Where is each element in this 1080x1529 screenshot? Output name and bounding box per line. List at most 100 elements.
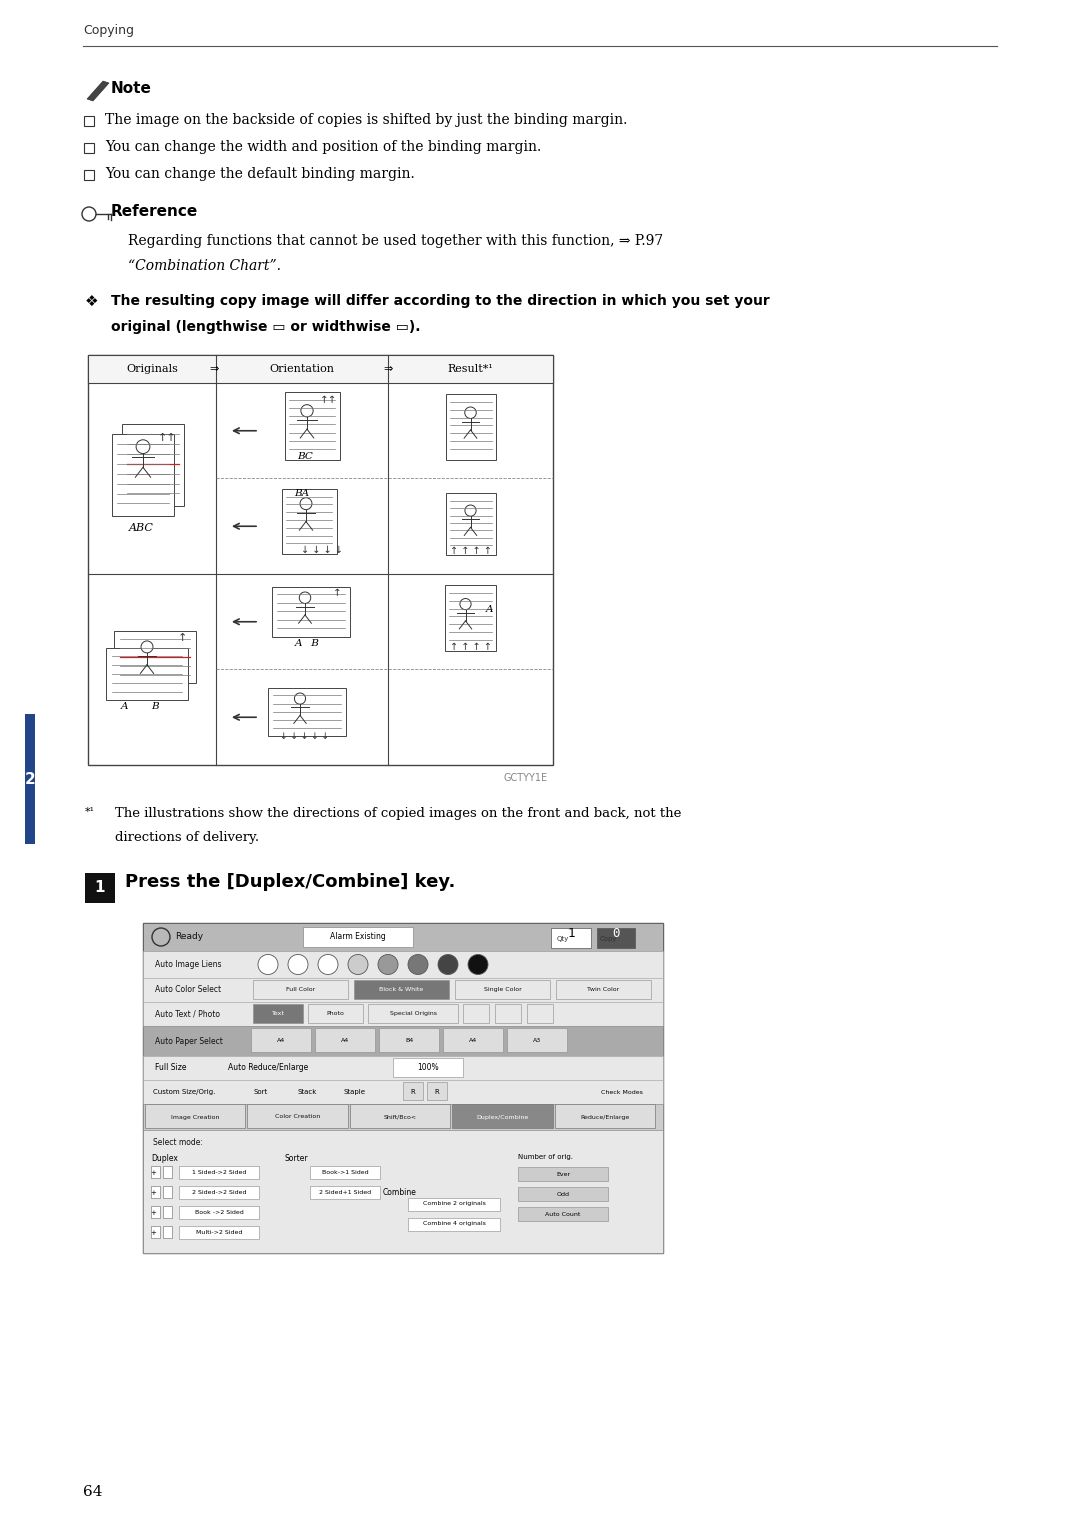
Text: Ready: Ready [175, 933, 203, 942]
Text: BC: BC [297, 451, 313, 460]
Bar [446, 394, 496, 460]
Bar [403, 1083, 423, 1099]
Text: Auto Count: Auto Count [545, 1211, 581, 1217]
Text: Photo: Photo [326, 1012, 345, 1017]
Text: +: + [150, 1170, 156, 1176]
Text: Single Color: Single Color [484, 988, 522, 992]
Text: Select mode:: Select mode: [153, 1138, 203, 1147]
Bar [445, 584, 497, 651]
Text: The resulting copy image will differ according to the direction in which you set: The resulting copy image will differ acc… [111, 294, 770, 307]
Text: 1: 1 [567, 928, 575, 940]
Circle shape [464, 505, 476, 517]
Text: ↓ ↓ ↓ ↓: ↓ ↓ ↓ ↓ [301, 546, 343, 555]
Text: BA: BA [295, 489, 310, 498]
Text: Regarding functions that cannot be used together with this function, ⇒ P.97: Regarding functions that cannot be used … [129, 234, 663, 248]
Bar [143, 979, 663, 1001]
Text: directions of delivery.: directions of delivery. [114, 830, 259, 844]
Text: ↑ ↑ ↑ ↑: ↑ ↑ ↑ ↑ [449, 642, 491, 651]
Text: GCTYY1E: GCTYY1E [504, 774, 548, 783]
Text: 0: 0 [612, 928, 620, 940]
Bar [310, 1187, 380, 1199]
Text: R: R [434, 1089, 440, 1095]
Circle shape [301, 405, 313, 417]
Text: Note: Note [111, 81, 152, 96]
Text: Auto Paper Select: Auto Paper Select [156, 1037, 222, 1046]
Bar [143, 1104, 663, 1130]
Bar [443, 1027, 503, 1052]
Bar [507, 1027, 567, 1052]
Text: “Combination Chart”.: “Combination Chart”. [129, 258, 281, 274]
Text: Auto Text / Photo: Auto Text / Photo [156, 1009, 220, 1018]
Circle shape [348, 954, 368, 974]
Text: Auto Reduce/Enlarge: Auto Reduce/Enlarge [228, 1064, 308, 1072]
Bar [151, 1187, 160, 1199]
Text: Sort: Sort [253, 1089, 267, 1095]
Text: B: B [151, 702, 159, 711]
Bar [112, 434, 174, 517]
Text: Orientation: Orientation [270, 364, 335, 375]
Bar [25, 714, 35, 844]
Text: Book->1 Sided: Book->1 Sided [322, 1170, 368, 1174]
Bar [272, 587, 350, 636]
Bar [393, 1058, 463, 1076]
Text: Text: Text [271, 1012, 284, 1017]
Text: Book ->2 Sided: Book ->2 Sided [194, 1209, 243, 1214]
Bar [427, 1083, 447, 1099]
Text: Image Creation: Image Creation [171, 1115, 219, 1119]
Text: Special Origins: Special Origins [390, 1012, 436, 1017]
Text: A: A [486, 605, 494, 613]
Bar [282, 489, 337, 553]
Text: Custom Size/Orig.: Custom Size/Orig. [153, 1089, 215, 1095]
Text: A4: A4 [469, 1038, 477, 1043]
Bar [379, 1027, 438, 1052]
Circle shape [295, 693, 306, 705]
Text: A   B: A B [295, 639, 320, 648]
Text: Staple: Staple [343, 1089, 365, 1095]
Text: R: R [410, 1089, 416, 1095]
Bar [143, 924, 663, 951]
Bar [495, 1005, 521, 1023]
Polygon shape [87, 81, 109, 101]
Bar [463, 1005, 489, 1023]
Text: original (lengthwise ▭ or widthwise ▭).: original (lengthwise ▭ or widthwise ▭). [111, 320, 420, 333]
Text: ↑: ↑ [333, 587, 341, 598]
Bar [143, 1130, 663, 1252]
Text: Qty: Qty [557, 936, 569, 942]
Text: Color Creation: Color Creation [275, 1115, 321, 1119]
Text: Sorter: Sorter [285, 1154, 309, 1164]
Bar [247, 1104, 348, 1128]
Text: A4: A4 [276, 1038, 285, 1043]
Text: A3: A3 [532, 1038, 541, 1043]
Text: A4: A4 [341, 1038, 349, 1043]
Text: Result*¹: Result*¹ [447, 364, 494, 375]
Bar [143, 951, 663, 979]
Text: Auto Color Select: Auto Color Select [156, 986, 221, 994]
Text: Shift/Bco<: Shift/Bco< [383, 1115, 417, 1119]
Text: Check Modes: Check Modes [600, 1090, 643, 1095]
Bar [518, 1167, 608, 1180]
Bar [268, 688, 346, 737]
Text: Duplex: Duplex [151, 1154, 178, 1164]
Bar [179, 1187, 259, 1199]
Text: Reference: Reference [111, 203, 199, 219]
Bar [87, 355, 553, 382]
Bar [253, 980, 348, 998]
Bar [253, 1005, 303, 1023]
Bar [308, 1005, 363, 1023]
Bar [84, 144, 94, 153]
Text: ⇒: ⇒ [210, 364, 218, 375]
Text: Full Size: Full Size [156, 1064, 187, 1072]
Text: ❖: ❖ [85, 294, 98, 309]
Bar [446, 494, 496, 555]
Text: Combine 2 originals: Combine 2 originals [422, 1202, 485, 1206]
Circle shape [468, 954, 488, 974]
Bar [85, 873, 114, 904]
Text: You can change the default binding margin.: You can change the default binding margi… [105, 167, 415, 180]
Text: +: + [150, 1229, 156, 1235]
Text: Press the [Duplex/Combine] key.: Press the [Duplex/Combine] key. [125, 873, 456, 891]
Text: Number of orig.: Number of orig. [518, 1154, 573, 1161]
Bar [84, 170, 94, 180]
Text: Combine: Combine [383, 1188, 417, 1197]
Bar [251, 1027, 311, 1052]
Text: Ever: Ever [556, 1171, 570, 1176]
